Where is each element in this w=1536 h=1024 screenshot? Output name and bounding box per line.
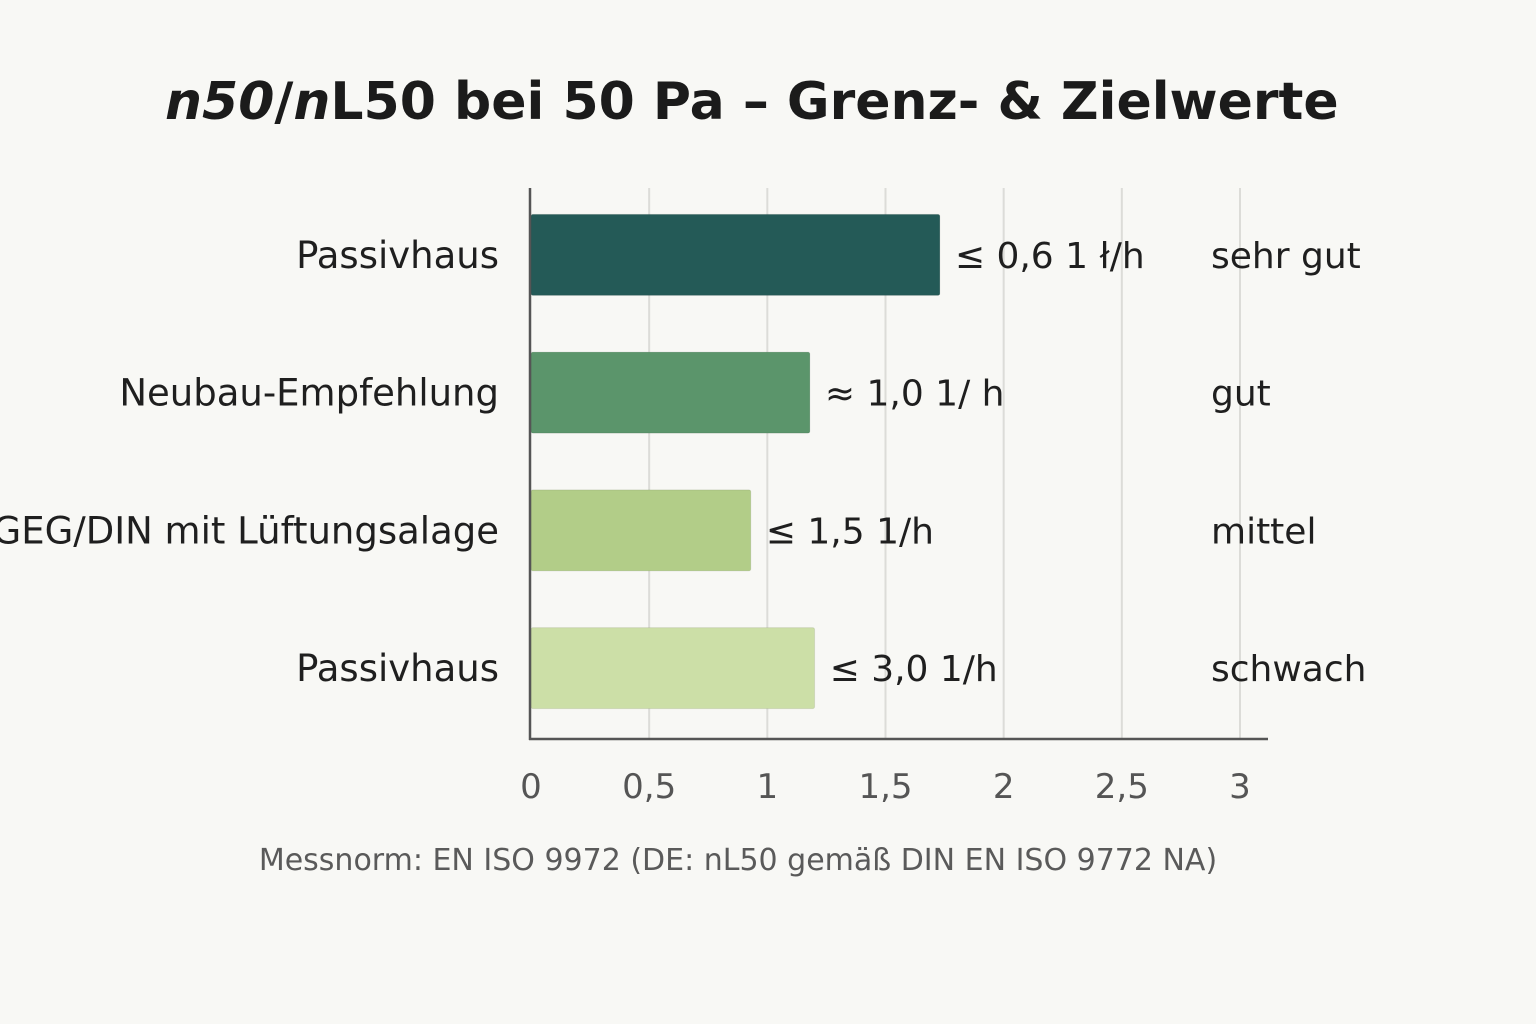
- x-tick-label: 1,5: [858, 767, 912, 807]
- title-rest: L50 bei 50 Pa – Grenz- & Zielwerte: [330, 72, 1339, 132]
- bar: [530, 489, 752, 572]
- footnote: Messnorm: EN ISO 9972 (DE: nL50 gemäß DI…: [258, 843, 1218, 878]
- x-tick-label: 2: [993, 767, 1015, 807]
- category-label: Passivhaus: [296, 647, 499, 690]
- category-label: Passivhaus: [296, 234, 499, 277]
- labels: 0 0,5 1 1,5 2 2,5 3 Passivhaus ≤ 0,6 1 ł/h sehr g…: [0, 234, 1366, 807]
- bar: [530, 213, 941, 296]
- rating-label: schwach: [1211, 649, 1366, 690]
- title-n50: n50: [165, 72, 275, 132]
- rating-label: mittel: [1211, 511, 1316, 552]
- bars: [530, 213, 941, 710]
- bar: [530, 627, 816, 710]
- bar: [530, 351, 811, 434]
- x-tick-label: 3: [1229, 767, 1251, 807]
- category-label: Neubau-Empfehlung: [119, 372, 499, 415]
- category-label: GEG/DIN mit Lüftungsalage: [0, 509, 499, 552]
- value-label: ≤ 3,0 1/h: [830, 649, 998, 690]
- axes: [528, 188, 1268, 741]
- value-label: ≤ 1,5 1/h: [766, 511, 934, 552]
- x-tick-label: 0: [520, 767, 542, 807]
- rating-label: gut: [1211, 374, 1271, 415]
- title-n: n: [293, 72, 331, 132]
- x-tick-label: 0,5: [622, 767, 676, 807]
- value-label: ≈ 1,0 1/ h: [825, 374, 1005, 415]
- rating-label: sehr gut: [1211, 236, 1361, 277]
- title-slash: /: [274, 72, 294, 132]
- x-tick-label: 1: [757, 767, 779, 807]
- value-label: ≤ 0,6 1 ł/h: [955, 236, 1145, 277]
- chart-title: n50/nL50 bei 50 Pa – Grenz- & Zielwerte: [165, 72, 1339, 132]
- x-tick-label: 2,5: [1095, 767, 1149, 807]
